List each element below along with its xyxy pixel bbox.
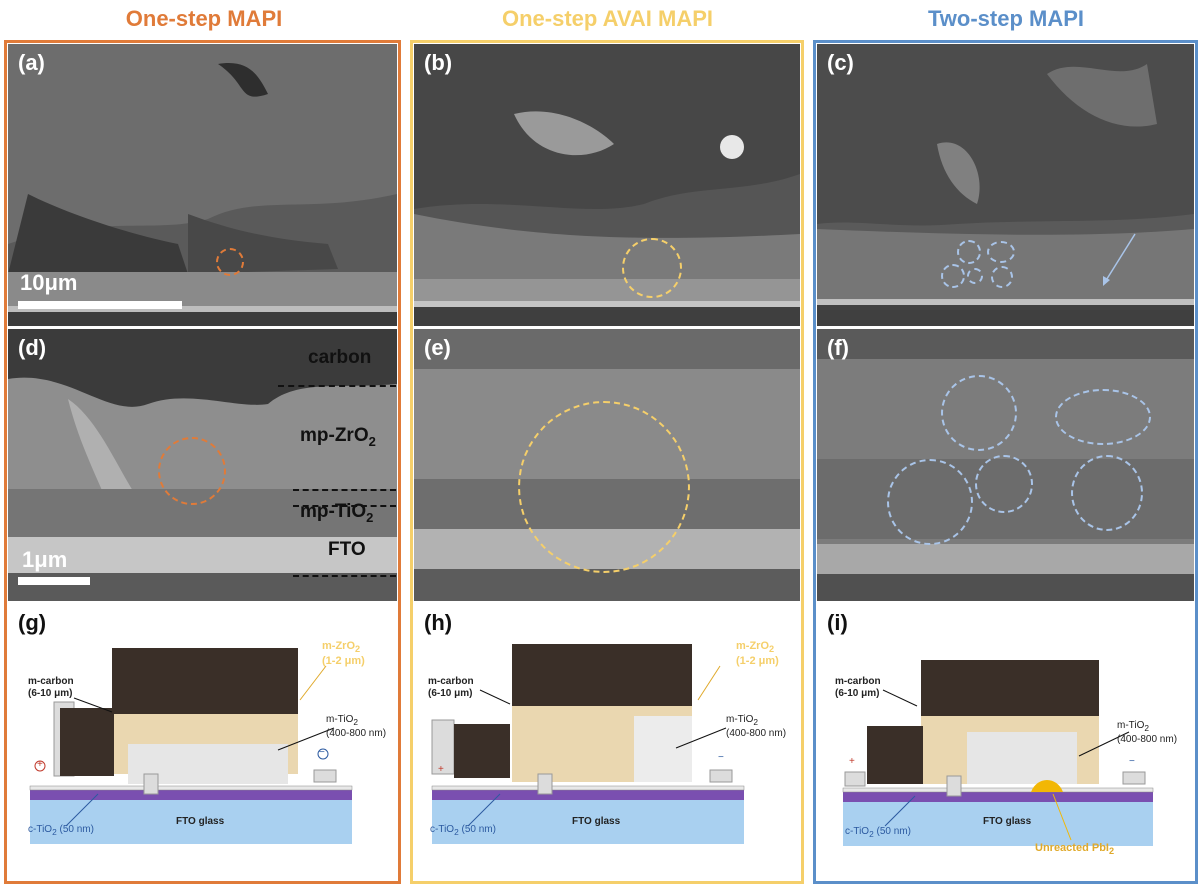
highlight-circle-c3 — [941, 264, 965, 288]
label-m-tio2-h: m-TiO2 (400-800 nm) — [726, 714, 787, 739]
column-title-two-step: Two-step MAPI — [927, 6, 1085, 31]
highlight-circle-f1 — [941, 375, 1017, 451]
boundary-zro2 — [293, 489, 396, 491]
scale-label-1um: 1μm — [22, 547, 68, 572]
highlight-circle-d — [158, 437, 226, 505]
layer-label-fto: FTO — [328, 539, 366, 560]
sem-panel-b: (b) — [414, 44, 800, 326]
label-m-carbon-i: m-carbon (6-10 μm) — [835, 676, 881, 699]
sem-panel-e: (e) — [414, 329, 800, 601]
panel-label-f: (f) — [827, 335, 849, 360]
column-title-avai: One-step AVAI MAPI — [501, 6, 714, 31]
label-m-carbon-h: m-carbon (6-10 μm) — [428, 676, 474, 699]
label-m-carbon-g: m-carbon (6-10 μm) — [28, 676, 74, 699]
label-m-tio2-g: m-TiO2 (400-800 nm) — [326, 714, 387, 739]
layer-label-mp-zro2: mp-ZrO2 — [300, 425, 376, 449]
column-frame-avai — [410, 40, 804, 884]
highlight-circle-a — [216, 248, 244, 276]
highlight-circle-c2 — [987, 241, 1015, 263]
minus-terminal-g: − — [319, 747, 325, 758]
label-c-tio2-h: c-TiO2 (50 nm) — [430, 824, 496, 837]
panel-label-a: (a) — [18, 50, 45, 75]
plus-terminal-i: + — [849, 756, 855, 767]
schematic-drawing-g — [29, 648, 353, 844]
highlight-circle-f5 — [1071, 455, 1143, 531]
sem-texture-d — [8, 329, 397, 601]
sem-texture-b — [414, 44, 800, 326]
minus-terminal-h: − — [718, 752, 724, 763]
label-fto-glass-h: FTO glass — [572, 816, 621, 827]
highlight-circle-f2 — [1055, 389, 1151, 445]
panel-label-g: (g) — [18, 610, 47, 635]
column-frame-two-step — [813, 40, 1198, 884]
plus-terminal-h: + — [438, 764, 444, 775]
column-title-one-step: One-step MAPI — [125, 6, 283, 31]
label-c-tio2-g: c-TiO2 (50 nm) — [28, 824, 94, 837]
schematic-panel-h: (h) m-carbon (6-10 μm) m-ZrO2 (1-2 μm) m-T… — [414, 604, 800, 880]
sem-panel-f: (f) — [817, 329, 1194, 601]
column-frame-one-step — [4, 40, 401, 884]
label-unreacted-pbi2: Unreacted PbI2 — [1035, 842, 1115, 857]
schematic-drawing-i — [842, 660, 1154, 846]
highlight-circle-c1 — [957, 240, 981, 264]
highlight-circle-c4 — [967, 268, 983, 284]
panel-label-c: (c) — [827, 50, 854, 75]
sem-texture-a — [8, 44, 397, 326]
minus-terminal-i: − — [1129, 756, 1135, 767]
panel-label-d: (d) — [18, 335, 47, 360]
highlight-circle-f4 — [975, 455, 1033, 513]
label-m-zro2-h: m-ZrO2 (1-2 μm) — [736, 640, 779, 668]
arrow-c — [1103, 233, 1136, 286]
panel-label-h: (h) — [424, 610, 453, 635]
highlight-circle-c5 — [991, 266, 1013, 288]
label-c-tio2-i: c-TiO2 (50 nm) — [845, 826, 911, 839]
highlight-circle-f3 — [887, 459, 973, 545]
label-m-zro2-g: m-ZrO2 (1-2 μm) — [322, 640, 365, 668]
panel-label-b: (b) — [424, 50, 453, 75]
scale-bar-1um — [18, 577, 90, 585]
sem-panel-c: (c) — [817, 44, 1194, 326]
highlight-circle-b — [622, 238, 682, 298]
sem-panel-a: (a) 10μm — [8, 44, 397, 326]
panel-label-e: (e) — [424, 335, 451, 360]
boundary-tio2 — [293, 505, 396, 507]
schematic-drawing-h — [431, 644, 745, 844]
label-fto-glass-i: FTO glass — [983, 816, 1032, 827]
label-fto-glass-g: FTO glass — [176, 816, 225, 827]
scale-label-10um: 10μm — [20, 270, 78, 295]
schematic-panel-i: (i) m-carbon (6-10 μm) m-TiO2 (400-800 nm)… — [817, 604, 1194, 880]
boundary-fto — [293, 575, 396, 577]
sem-texture-c — [817, 44, 1194, 326]
sem-panel-d: (d) carbon mp-ZrO2 mp-TiO2 FTO 1μm — [8, 329, 397, 601]
plus-terminal-g: + — [37, 759, 43, 770]
panel-label-i: (i) — [827, 610, 848, 635]
scale-bar-10um — [18, 301, 182, 309]
highlight-circle-e — [518, 401, 690, 573]
layer-label-mp-tio2: mp-TiO2 — [300, 501, 374, 525]
layer-label-carbon: carbon — [308, 347, 372, 368]
schematic-panel-g: (g) m-carbon (6-10 μm) m-ZrO2 (1-2 μm) m-T… — [8, 604, 397, 880]
boundary-carbon — [278, 385, 396, 387]
label-m-tio2-i: m-TiO2 (400-800 nm) — [1117, 720, 1178, 745]
